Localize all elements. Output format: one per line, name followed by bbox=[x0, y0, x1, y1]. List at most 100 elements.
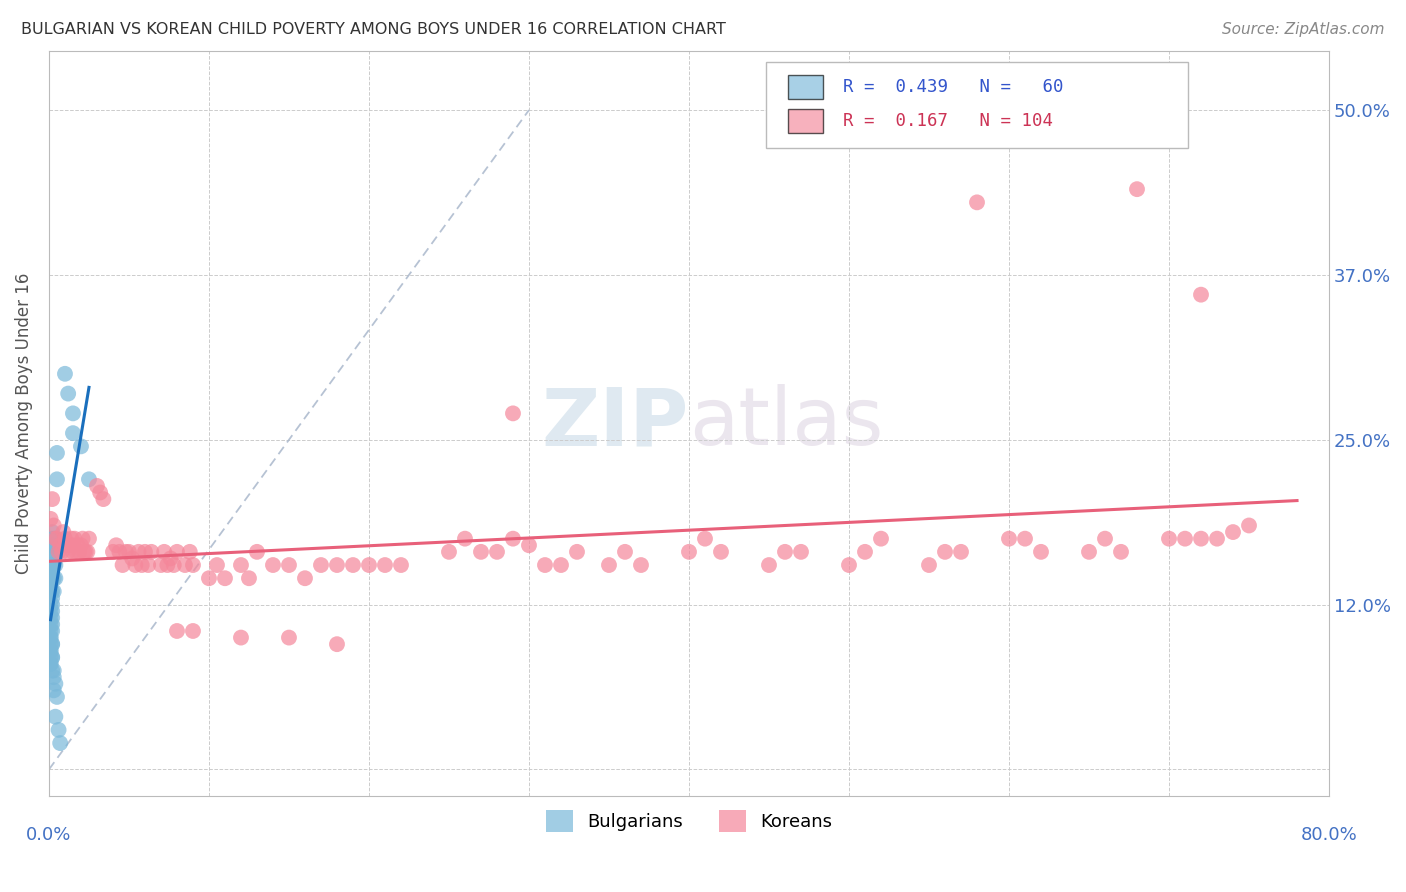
Point bbox=[153, 545, 176, 559]
Point bbox=[41, 650, 63, 665]
Point bbox=[39, 598, 62, 612]
Point bbox=[49, 736, 72, 750]
Point bbox=[246, 545, 269, 559]
Point bbox=[42, 518, 65, 533]
Point bbox=[105, 538, 128, 552]
Point bbox=[53, 532, 76, 546]
Point bbox=[41, 664, 63, 678]
Point bbox=[598, 558, 620, 572]
Point bbox=[77, 472, 100, 486]
Point bbox=[758, 558, 780, 572]
Point bbox=[41, 492, 63, 507]
Point bbox=[565, 545, 588, 559]
Point bbox=[39, 584, 62, 599]
Point bbox=[39, 578, 62, 592]
Point bbox=[278, 631, 301, 645]
Point bbox=[39, 631, 62, 645]
Point bbox=[159, 551, 181, 566]
Point bbox=[41, 584, 63, 599]
Point bbox=[41, 524, 63, 539]
Text: atlas: atlas bbox=[689, 384, 883, 462]
Point bbox=[39, 558, 62, 572]
Point bbox=[485, 545, 508, 559]
Y-axis label: Child Poverty Among Boys Under 16: Child Poverty Among Boys Under 16 bbox=[15, 273, 32, 574]
Point bbox=[89, 485, 111, 500]
Point bbox=[42, 670, 65, 684]
Point bbox=[710, 545, 733, 559]
Point bbox=[134, 545, 156, 559]
Point bbox=[86, 479, 108, 493]
Point bbox=[678, 545, 700, 559]
Point bbox=[136, 558, 159, 572]
Point bbox=[48, 723, 70, 737]
Point bbox=[39, 558, 62, 572]
Point bbox=[42, 532, 65, 546]
Point bbox=[357, 558, 380, 572]
Point bbox=[198, 571, 221, 585]
Text: R =  0.167   N = 104: R = 0.167 N = 104 bbox=[842, 112, 1053, 130]
Point bbox=[262, 558, 284, 572]
Point bbox=[49, 538, 72, 552]
Point bbox=[51, 545, 73, 559]
Point bbox=[46, 690, 69, 704]
FancyBboxPatch shape bbox=[787, 109, 824, 133]
Point bbox=[181, 558, 204, 572]
Point bbox=[42, 584, 65, 599]
Point bbox=[131, 558, 153, 572]
Point bbox=[77, 532, 100, 546]
Text: R =  0.439   N =   60: R = 0.439 N = 60 bbox=[842, 78, 1063, 96]
Point bbox=[966, 195, 988, 210]
Text: 80.0%: 80.0% bbox=[1301, 826, 1357, 844]
Point bbox=[163, 558, 186, 572]
Point bbox=[437, 545, 460, 559]
Point bbox=[44, 677, 66, 691]
Point bbox=[44, 571, 66, 585]
Point bbox=[60, 532, 83, 546]
Point bbox=[1126, 182, 1149, 196]
Point bbox=[39, 624, 62, 638]
Point bbox=[1189, 532, 1212, 546]
Point bbox=[278, 558, 301, 572]
Point bbox=[67, 545, 90, 559]
Point bbox=[39, 644, 62, 658]
Point bbox=[56, 386, 79, 401]
Point bbox=[205, 558, 228, 572]
Point bbox=[39, 637, 62, 651]
Point bbox=[39, 604, 62, 618]
Point bbox=[42, 683, 65, 698]
Point bbox=[41, 637, 63, 651]
Point bbox=[124, 558, 146, 572]
Point bbox=[42, 545, 65, 559]
Point bbox=[998, 532, 1021, 546]
Point bbox=[214, 571, 236, 585]
Point bbox=[238, 571, 260, 585]
Point bbox=[44, 709, 66, 723]
Point bbox=[41, 650, 63, 665]
Point bbox=[550, 558, 572, 572]
Point bbox=[42, 664, 65, 678]
Point bbox=[41, 598, 63, 612]
FancyBboxPatch shape bbox=[787, 75, 824, 99]
Point bbox=[326, 637, 349, 651]
Point bbox=[93, 492, 115, 507]
Point bbox=[181, 624, 204, 638]
Point bbox=[1222, 524, 1244, 539]
Point bbox=[41, 558, 63, 572]
Point bbox=[179, 545, 201, 559]
Point bbox=[229, 558, 252, 572]
Point bbox=[156, 558, 179, 572]
Point bbox=[41, 571, 63, 585]
Point bbox=[52, 524, 75, 539]
Point bbox=[614, 545, 637, 559]
Point bbox=[229, 631, 252, 645]
Point bbox=[65, 545, 87, 559]
Point bbox=[790, 545, 813, 559]
Text: 0.0%: 0.0% bbox=[27, 826, 72, 844]
Point bbox=[1237, 518, 1260, 533]
Point bbox=[1206, 532, 1229, 546]
Point bbox=[39, 644, 62, 658]
Point bbox=[838, 558, 860, 572]
Point bbox=[101, 545, 124, 559]
Point bbox=[41, 604, 63, 618]
Point bbox=[166, 545, 188, 559]
